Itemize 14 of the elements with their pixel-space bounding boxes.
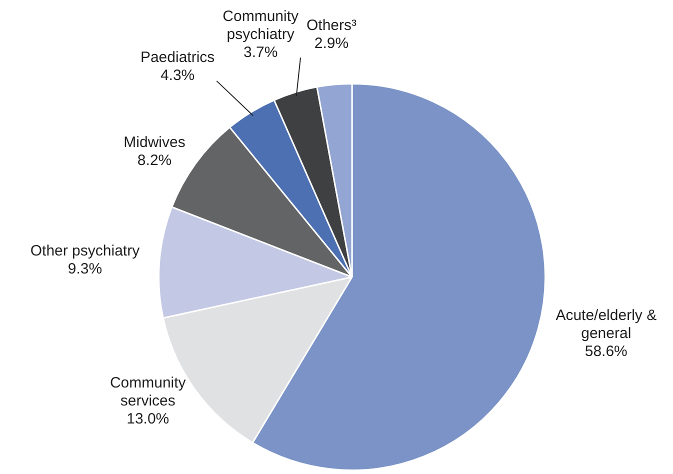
data-label: 9.3%	[68, 260, 102, 278]
data-label: 4.3%	[160, 67, 195, 84]
data-label: 3.7%	[243, 44, 278, 61]
slice-label: Paediatrics	[140, 49, 215, 66]
data-label: 8.2%	[137, 152, 172, 169]
slice-label: Community services	[110, 374, 186, 410]
slice-label: Midwives	[124, 134, 186, 151]
slice-label: Community psychiatry	[222, 8, 299, 43]
data-label: 13.0%	[126, 410, 170, 428]
slice-label: Acute/elderly & general	[556, 307, 657, 342]
data-label: 58.6%	[584, 343, 628, 360]
slice-label: Others³	[306, 16, 357, 34]
slice-label: Other psychiatry	[30, 242, 140, 260]
data-label: 2.9%	[314, 34, 349, 52]
